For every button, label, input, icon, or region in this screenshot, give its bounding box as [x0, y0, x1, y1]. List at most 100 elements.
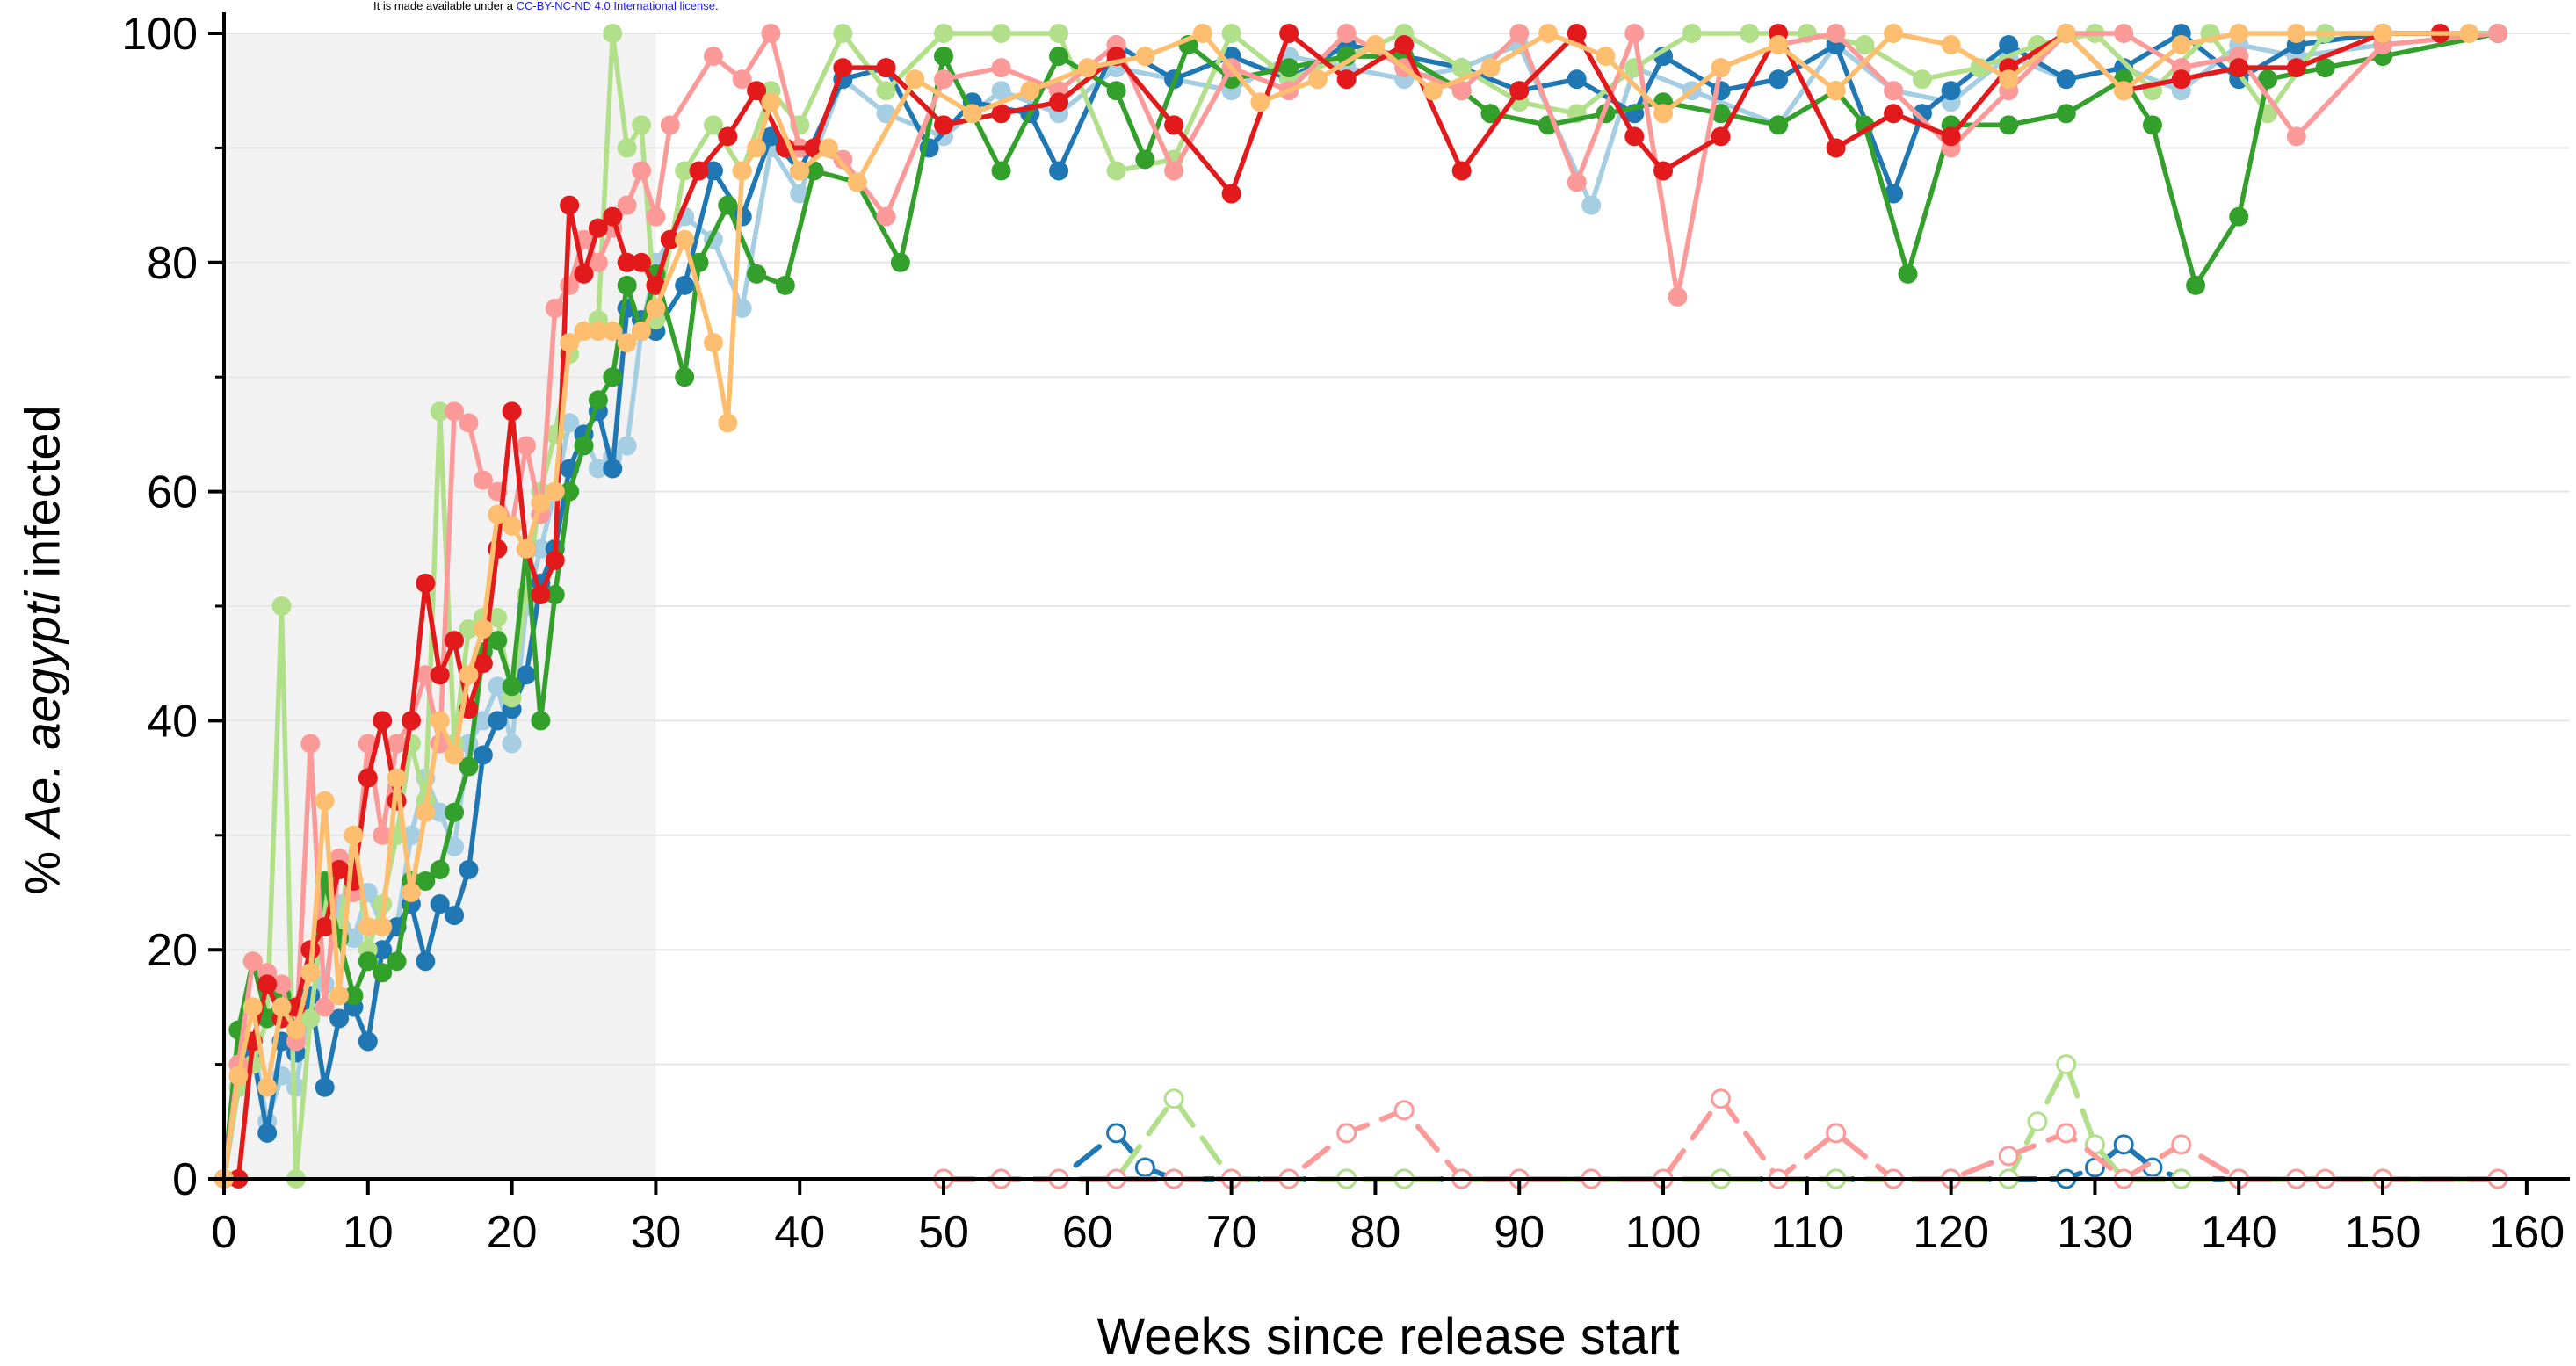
x-tick-label: 30 [630, 1207, 681, 1258]
series-6 [214, 24, 2479, 1189]
data-point [1020, 81, 1040, 101]
data-point [473, 711, 493, 731]
data-point [300, 1008, 321, 1029]
data-point [603, 322, 623, 342]
data-point [1581, 195, 1602, 215]
data-point [315, 997, 335, 1017]
data-point [1106, 81, 1126, 101]
data-point [488, 711, 508, 731]
data-point [228, 1066, 249, 1086]
data-point [373, 963, 393, 983]
data-point [1769, 115, 1789, 135]
data-point [2114, 24, 2134, 43]
data-point [689, 161, 709, 181]
x-tick-label: 10 [343, 1207, 394, 1258]
license-link[interactable]: CC-BY-NC-ND 4.0 International license [516, 0, 715, 12]
data-point [1221, 24, 1241, 43]
data-point [603, 367, 623, 387]
data-point [545, 481, 565, 502]
data-point [545, 298, 565, 318]
data-point [531, 493, 551, 513]
data-point [934, 24, 954, 43]
data-point [358, 951, 378, 972]
data-point [1221, 184, 1241, 204]
data-point [934, 47, 954, 67]
data-point [588, 322, 608, 342]
data-point [1480, 104, 1501, 124]
y-tick-label: 80 [147, 238, 198, 289]
data-point [1393, 1100, 1415, 1121]
data-point [617, 275, 637, 295]
data-point [660, 229, 680, 249]
data-point [632, 115, 652, 135]
data-point [373, 940, 393, 960]
data-point [703, 161, 723, 181]
data-point [387, 734, 407, 754]
data-point [617, 333, 637, 353]
data-point [1998, 1146, 2019, 1167]
data-point [1826, 1123, 1847, 1144]
data-point [445, 745, 465, 765]
data-point [459, 619, 479, 640]
data-point [1135, 47, 1155, 67]
data-point [459, 665, 479, 685]
data-point [329, 1008, 350, 1029]
data-point [876, 206, 896, 227]
x-tick-label: 40 [774, 1207, 825, 1258]
data-point [2286, 126, 2306, 147]
y-axis-label-italic: Ae. aegypti [14, 591, 70, 838]
y-axis-label-suffix: infected [14, 405, 70, 578]
data-point [416, 573, 436, 593]
data-point [1884, 184, 1904, 204]
data-point [2373, 24, 2393, 43]
data-point [1653, 161, 1674, 181]
data-point [574, 436, 594, 456]
data-point [560, 333, 580, 353]
data-point [761, 92, 781, 112]
data-point [1422, 81, 1443, 101]
data-point [833, 58, 853, 78]
x-tick-label: 50 [918, 1207, 969, 1258]
data-point [703, 115, 723, 135]
data-point [1134, 1157, 1155, 1178]
data-point [1624, 126, 1645, 147]
data-point [257, 1077, 278, 1097]
data-point [430, 894, 450, 914]
data-point [2286, 58, 2306, 78]
data-point [660, 115, 680, 135]
data-point [373, 825, 393, 845]
data-point [242, 997, 263, 1017]
data-point [1999, 115, 2019, 135]
data-point [1826, 24, 1846, 43]
data-point [430, 802, 450, 822]
data-point [574, 322, 594, 342]
data-point [934, 115, 954, 135]
data-point [991, 81, 1011, 101]
data-point [300, 963, 321, 983]
data-point [1740, 24, 1760, 43]
data-point [1711, 1088, 1732, 1109]
data-point [1106, 161, 1126, 181]
data-point [1451, 58, 1472, 78]
data-point [329, 859, 350, 879]
data-point [2229, 206, 2249, 227]
data-point [1769, 35, 1789, 55]
data-point [2229, 24, 2249, 43]
data-point [632, 322, 652, 342]
data-point [905, 69, 925, 90]
data-point [2171, 69, 2191, 90]
data-point [387, 768, 407, 788]
data-point [430, 711, 450, 731]
x-tick-label: 110 [1770, 1207, 1843, 1258]
data-point [1999, 35, 2019, 55]
data-point [732, 161, 752, 181]
x-tick-label: 150 [2345, 1207, 2421, 1258]
data-point [1711, 104, 1731, 124]
data-point [718, 413, 738, 433]
data-point [488, 504, 508, 524]
data-point [1999, 69, 2019, 90]
data-point [430, 401, 450, 422]
data-point [488, 676, 508, 697]
data-point [1279, 24, 1299, 43]
data-point [315, 791, 335, 811]
